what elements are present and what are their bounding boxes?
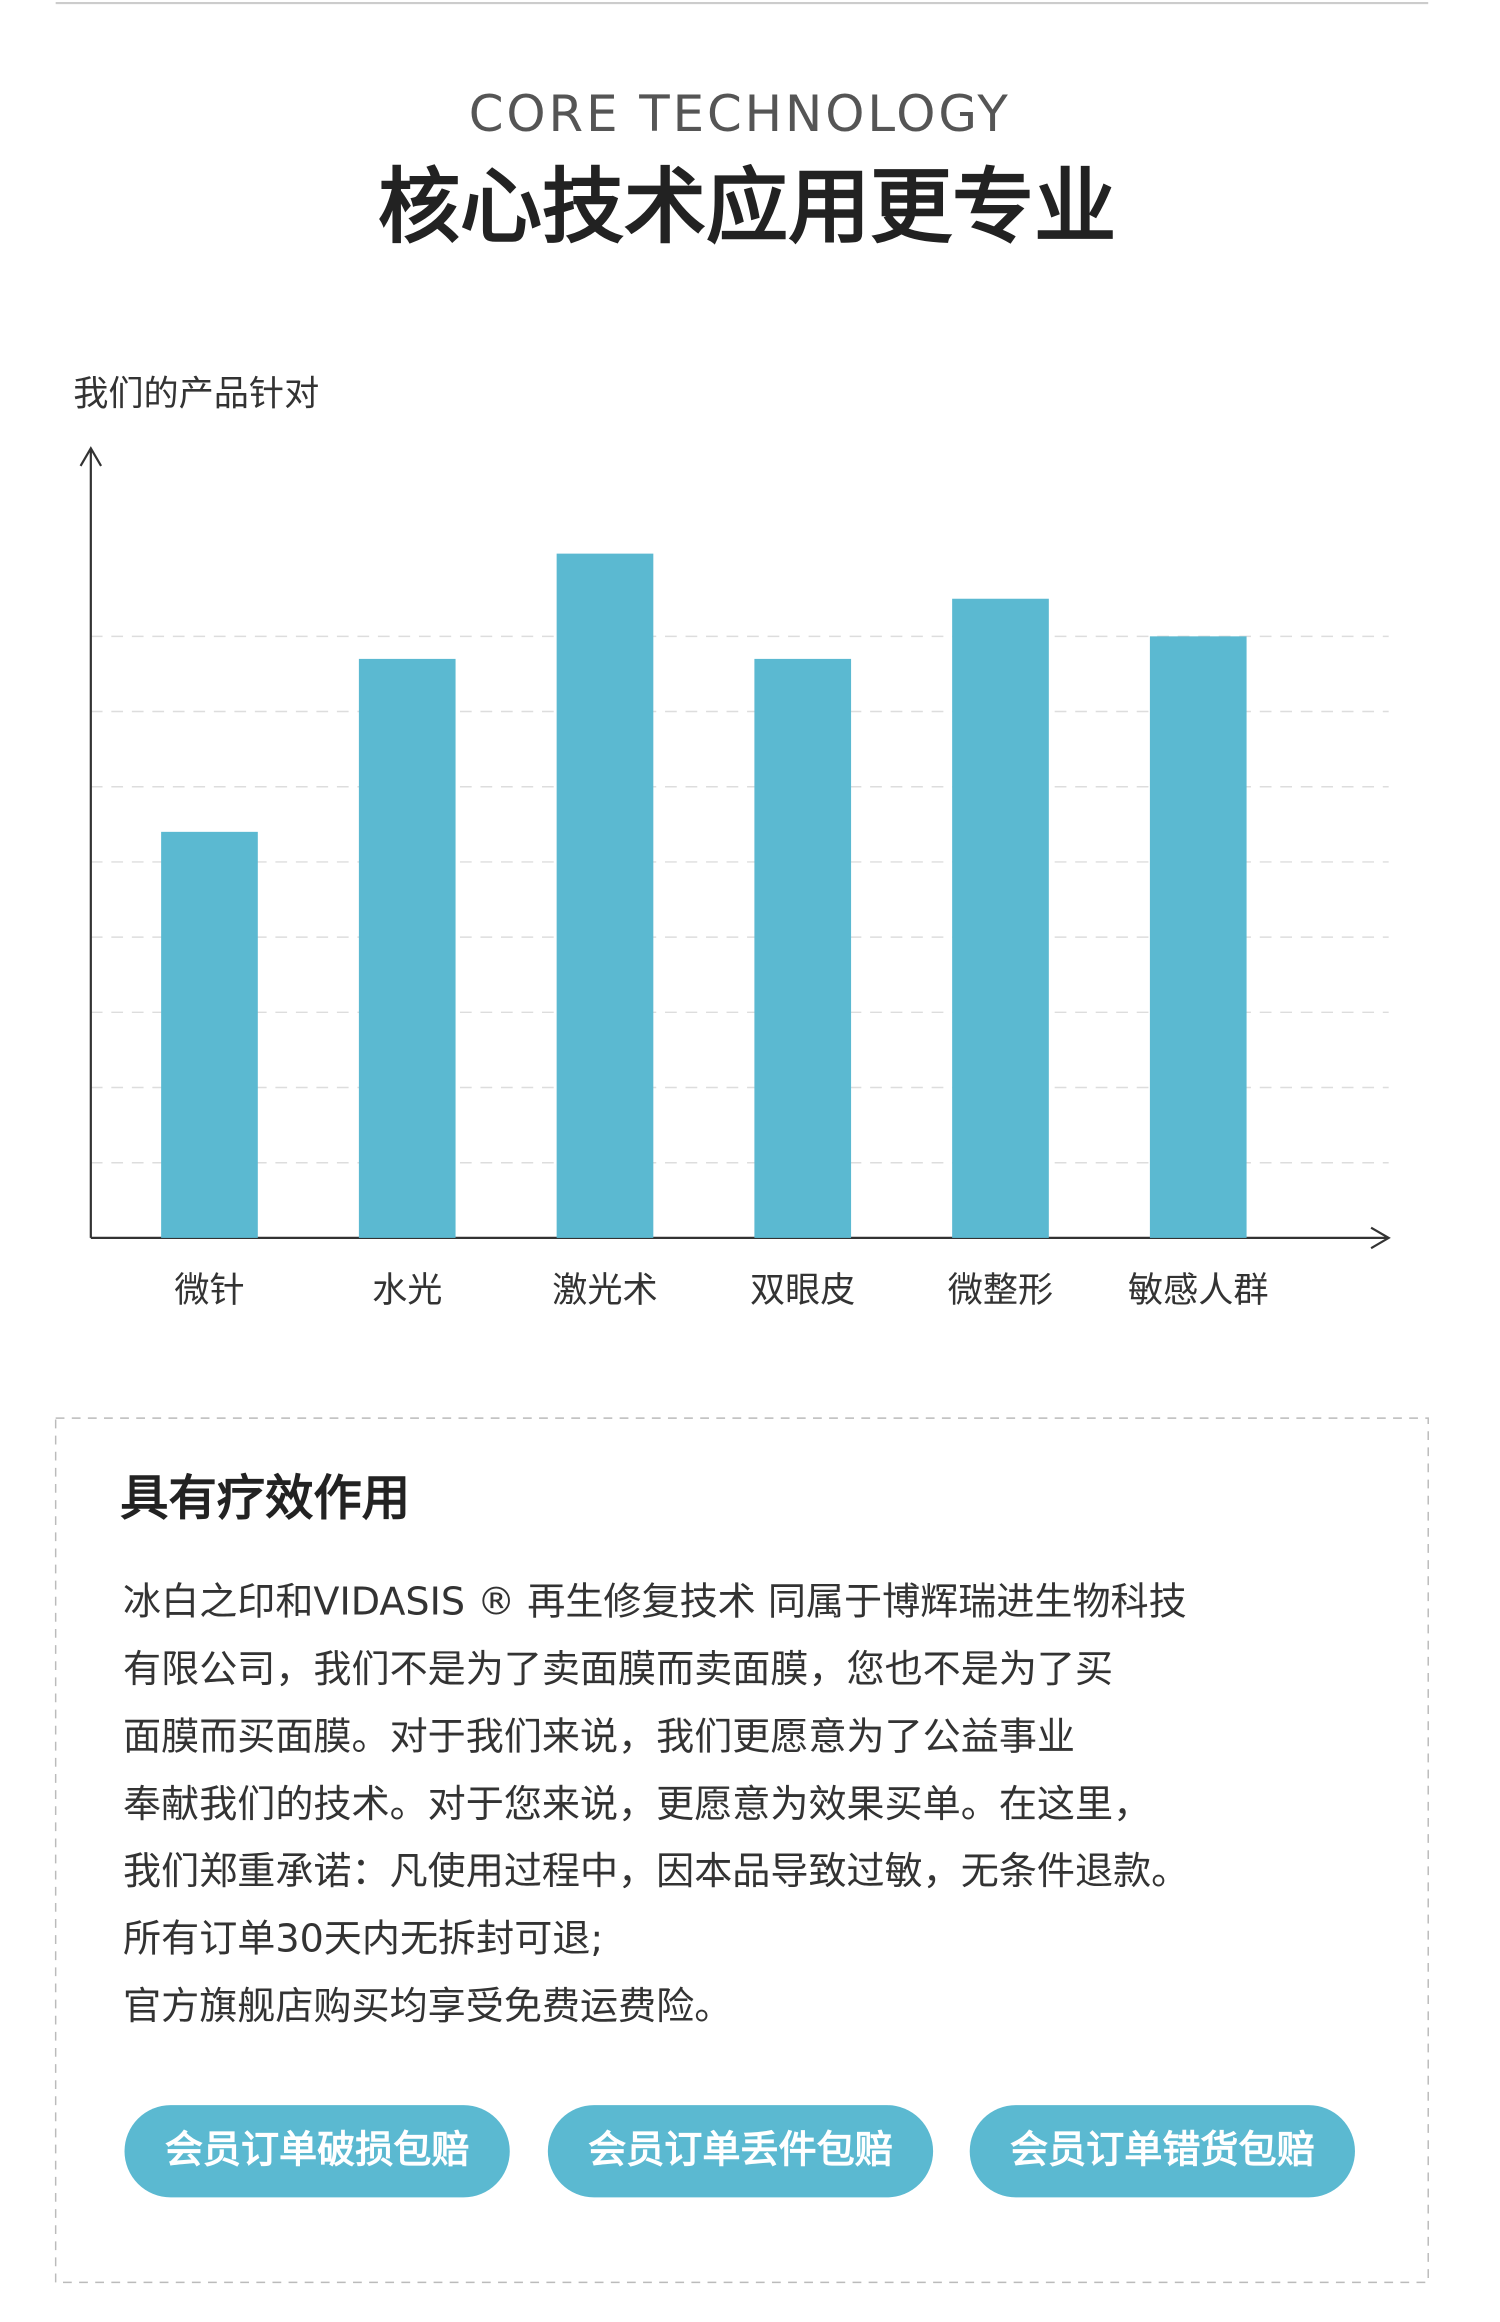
y-axis: [79, 446, 103, 1238]
badge-label: 会员订单丢件包赔: [588, 2127, 893, 2171]
bar: [161, 831, 258, 1238]
card-line: 官方旗舰店购买均享受免费运费险。: [123, 1984, 732, 2028]
y-axis-label: 我们的产品针对: [73, 374, 319, 415]
badge: [547, 2105, 934, 2198]
bar: [1149, 636, 1247, 1238]
title: 核心技术应用更专业: [378, 160, 1116, 255]
bar: [952, 598, 1049, 1238]
badge: [124, 2105, 510, 2198]
x-tick-label: 微整形: [948, 1270, 1053, 1311]
x-tick-label: 水光: [372, 1270, 442, 1311]
x-tick-label: 敏感人群: [1128, 1270, 1269, 1311]
chart: 微针 水光 激光术 双眼皮 微整形 敏感人群: [79, 446, 1391, 1311]
card-line: 有限公司，我们不是为了卖面膜而卖面膜，您也不是为了买: [123, 1647, 1113, 1691]
bar: [754, 658, 852, 1238]
card-line: 面膜而买面膜。对于我们来说，我们更愿意为了公益事业: [123, 1714, 1075, 1758]
bar: [358, 658, 456, 1238]
x-tick-label: 双眼皮: [750, 1270, 855, 1311]
card-border: [54, 1417, 1429, 2284]
card-line: 所有订单30天内无拆封可退;: [123, 1917, 603, 1961]
card: 冰白之印和VIDASIS ® 再生修复技术 同属于博辉瑞进生物科技有限公司，我们…: [123, 1580, 1355, 2198]
card-line: 奉献我们的技术。对于您来说，更愿意为效果买单。在这里，: [123, 1782, 1151, 1826]
card-line: 冰白之印和VIDASIS ® 再生修复技术 同属于博辉瑞进生物科技: [123, 1580, 1187, 1624]
x-tick-label: 激光术: [552, 1270, 657, 1311]
x-tick-label: 微针: [174, 1270, 244, 1311]
badge: [969, 2105, 1355, 2198]
badge-label: 会员订单破损包赔: [165, 2127, 470, 2171]
card-line: 我们郑重承诺：凡使用过程中，因本品导致过敏，无条件退款。: [123, 1849, 1189, 1893]
badge-label: 会员订单错货包赔: [1010, 2127, 1315, 2171]
card-title: 具有疗效作用: [120, 1471, 410, 1527]
bar: [556, 553, 654, 1238]
subtitle: CORE TECHNOLOGY: [469, 85, 1011, 143]
